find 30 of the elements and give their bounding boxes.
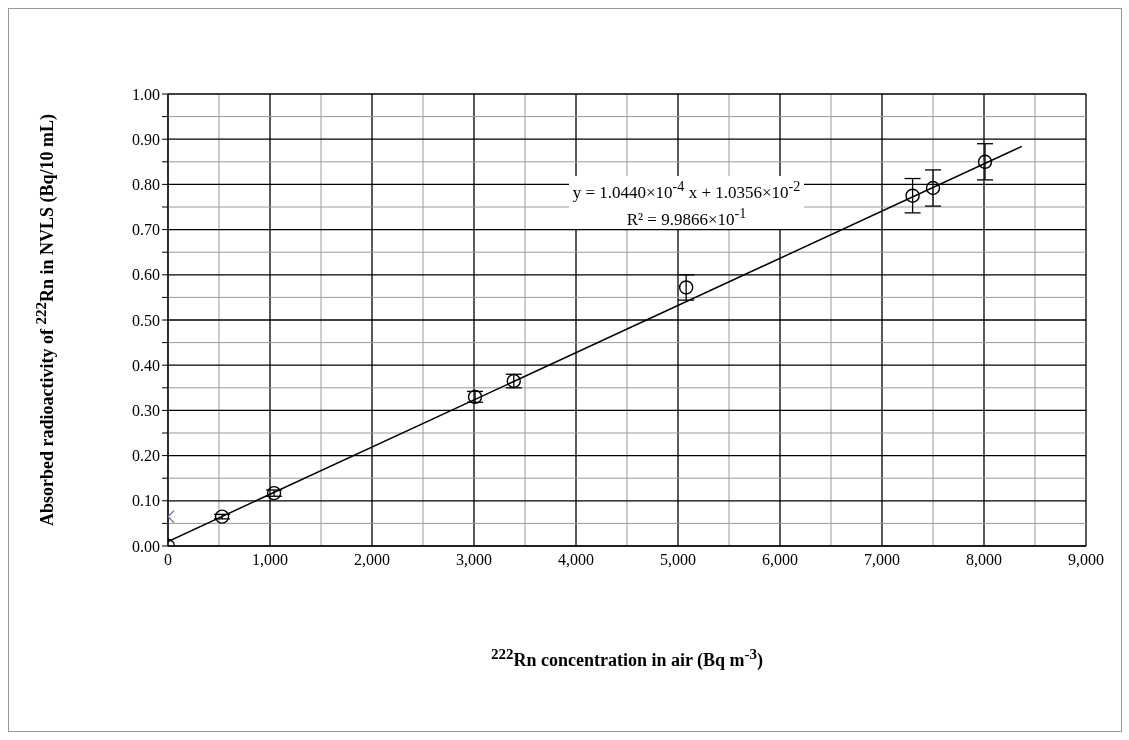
y-tick-label: 1.00	[132, 85, 160, 103]
annotation: R² = 9.9866×10$^{-1}$	[625, 203, 748, 230]
x-tick-label: 9,000	[1068, 551, 1104, 569]
point	[905, 188, 920, 203]
y-tick-label: 0.90	[132, 130, 160, 148]
x-tick-label: 4,000	[558, 551, 594, 569]
x-tick-label: 5,000	[660, 551, 696, 569]
point	[266, 485, 282, 501]
x-tick-label: 7,000	[864, 551, 900, 569]
y-tick-label: 0.30	[132, 402, 160, 420]
y-tick-label: 0.10	[132, 492, 160, 510]
point	[214, 509, 230, 524]
x-tick-label: 0	[164, 551, 172, 569]
point	[925, 180, 941, 196]
y-tick-label: 0.00	[132, 537, 160, 555]
point	[678, 280, 694, 295]
x-tick-label: 2,000	[354, 551, 390, 569]
x-tick-label: 6,000	[762, 551, 798, 569]
x-tick-label: 1,000	[252, 551, 288, 569]
y-tick-label: 0.20	[132, 447, 160, 465]
x-tick-label: 8,000	[966, 551, 1002, 569]
y-tick-label: 0.60	[132, 266, 160, 284]
y-tick-label: 0.40	[132, 356, 160, 374]
y-tick-label: 0.50	[132, 311, 160, 329]
x-axis-title: $^{222}$Rn concentration in air (Bq m$^{-3}$)	[489, 646, 765, 671]
x-tick-label: 3,000	[456, 551, 492, 569]
annotation: y = 1.0440×10$^{-4}$ x + 1.0356×10$^{-2}$	[571, 177, 802, 203]
y-tick-label: 0.80	[132, 176, 160, 194]
y-tick-label: 0.70	[132, 221, 160, 239]
point	[977, 154, 993, 169]
